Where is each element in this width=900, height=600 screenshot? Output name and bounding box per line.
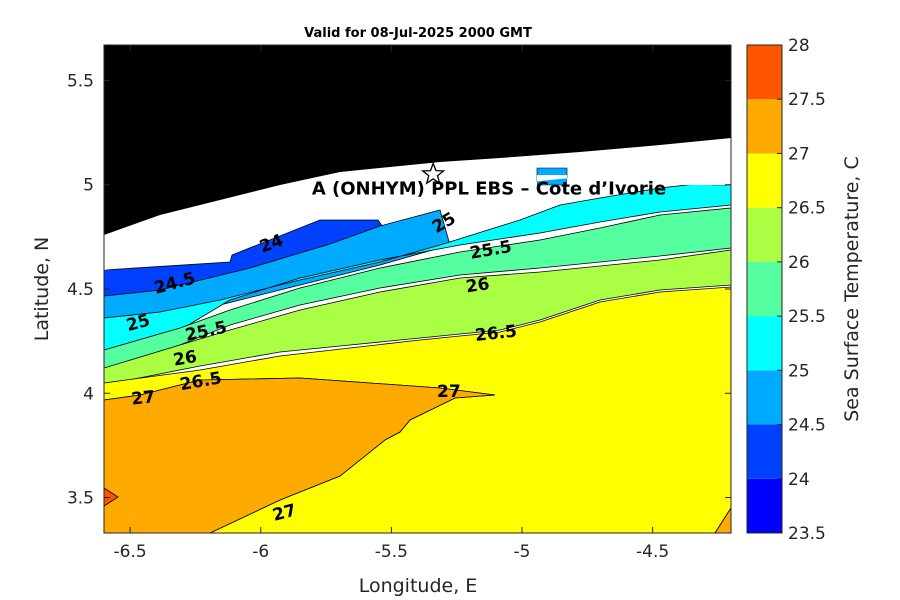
site-label: A (ONHYM) PPL EBS – Cote d’Ivorie xyxy=(312,178,666,199)
colorbar-swatch xyxy=(747,99,782,154)
colorbar xyxy=(747,45,782,533)
colorbar-swatch xyxy=(747,370,782,425)
colorbar-swatch xyxy=(747,207,782,262)
colorbar-tick-label: 26 xyxy=(788,253,810,273)
y-tick-label: 5.5 xyxy=(67,71,94,91)
contour-label: 26 xyxy=(172,347,199,371)
colorbar-tick-label: 27.5 xyxy=(788,90,826,110)
land-mass xyxy=(104,45,731,235)
y-tick-label: 5 xyxy=(83,176,94,196)
colorbar-swatch xyxy=(747,45,782,100)
colorbar-ticks: 23.5 24 24.5 25 25.5 26 26.5 27 27.5 28 xyxy=(777,36,826,544)
colorbar-swatch xyxy=(747,316,782,371)
colorbar-tick-label: 26.5 xyxy=(788,199,826,219)
sst-bands xyxy=(103,167,732,534)
colorbar-tick-label: 24.5 xyxy=(788,416,826,436)
y-tick-label: 4 xyxy=(83,384,94,404)
colorbar-swatch xyxy=(747,478,782,533)
colorbar-tick-label: 27 xyxy=(788,144,810,164)
colorbar-frame xyxy=(746,44,783,534)
x-axis-label: Longitude, E xyxy=(359,575,478,597)
contour-label: 27 xyxy=(130,387,156,409)
star-icon xyxy=(420,161,446,185)
x-tick-label: -4.5 xyxy=(636,542,669,562)
colorbar-label: Sea Surface Temperature, C xyxy=(841,156,863,422)
band-27 xyxy=(103,377,496,534)
colorbar-tick-label: 23.5 xyxy=(788,524,826,544)
contour-label: 27 xyxy=(437,382,461,402)
contour-label: 26.5 xyxy=(474,322,518,346)
colorbar-tick-label: 24 xyxy=(788,470,810,490)
masked-strip xyxy=(104,168,731,270)
x-tick-label: -5 xyxy=(514,542,531,562)
colorbar-swatch xyxy=(747,153,782,208)
x-tick-label: -6 xyxy=(252,542,269,562)
colorbar-swatch xyxy=(747,424,782,479)
contour-label: 26 xyxy=(465,274,491,297)
site-annotation: A (ONHYM) PPL EBS – Cote d’Ivorie xyxy=(312,161,666,199)
colorbar-swatch xyxy=(747,261,782,317)
y-tick-label: 4.5 xyxy=(67,280,94,300)
colorbar-tick-label: 25.5 xyxy=(788,307,826,327)
x-tick-label: -6.5 xyxy=(114,542,147,562)
y-axis-label: Latitude, N xyxy=(31,237,53,342)
x-axis-ticks: -6.5 -6 -5.5 -5 -4.5 xyxy=(114,45,669,562)
y-axis-ticks: 3.5 4 4.5 5 5.5 xyxy=(67,71,731,509)
chart-title: Valid for 08-Jul-2025 2000 GMT xyxy=(304,26,532,41)
x-tick-label: -5.5 xyxy=(375,542,408,562)
colorbar-tick-label: 28 xyxy=(788,36,810,56)
colorbar-tick-label: 25 xyxy=(788,361,810,381)
y-tick-label: 3.5 xyxy=(67,489,94,509)
